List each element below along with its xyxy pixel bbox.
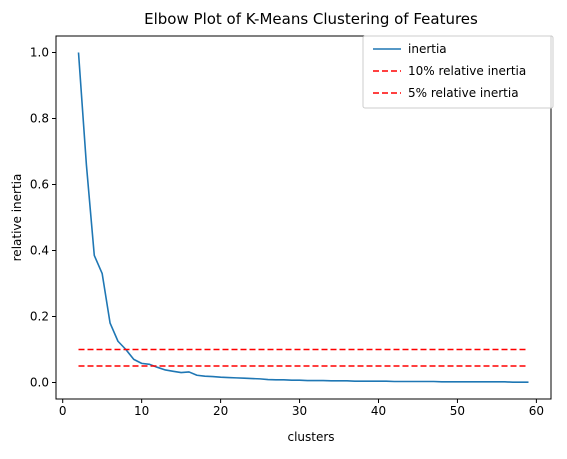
plot-area-frame xyxy=(55,35,552,400)
chart-title: Elbow Plot of K-Means Clustering of Feat… xyxy=(144,10,478,28)
x-axis-label: clusters xyxy=(287,430,334,444)
x-tick-label: 40 xyxy=(371,404,386,418)
legend-label: inertia xyxy=(408,42,447,56)
x-tick-label: 60 xyxy=(529,404,544,418)
x-tick-label: 20 xyxy=(213,404,228,418)
x-tick-label: 50 xyxy=(450,404,465,418)
plot-series xyxy=(77,52,529,383)
y-tick-label: 0.4 xyxy=(30,244,49,258)
y-tick-label: 0.6 xyxy=(30,178,49,192)
y-tick-label: 1.0 xyxy=(30,46,49,60)
y-axis-label: relative inertia xyxy=(10,174,24,262)
legend-label: 5% relative inertia xyxy=(408,86,519,100)
axis-ticks: 0 10 20 30 40 50 60 0.0 0.2 0.4 0.6 0.8 1.0 xyxy=(30,46,544,419)
x-tick-label: 30 xyxy=(292,404,307,418)
y-tick-label: 0.0 xyxy=(30,376,49,390)
y-tick-label: 0.8 xyxy=(30,112,49,126)
x-tick-label: 0 xyxy=(59,404,67,418)
legend-label: 10% relative inertia xyxy=(408,64,526,78)
x-tick-label: 10 xyxy=(134,404,149,418)
y-tick-label: 0.2 xyxy=(30,310,49,324)
legend-box xyxy=(362,35,554,109)
chart-legend: inertia 10% relative inertia 5% relative i… xyxy=(362,35,554,109)
